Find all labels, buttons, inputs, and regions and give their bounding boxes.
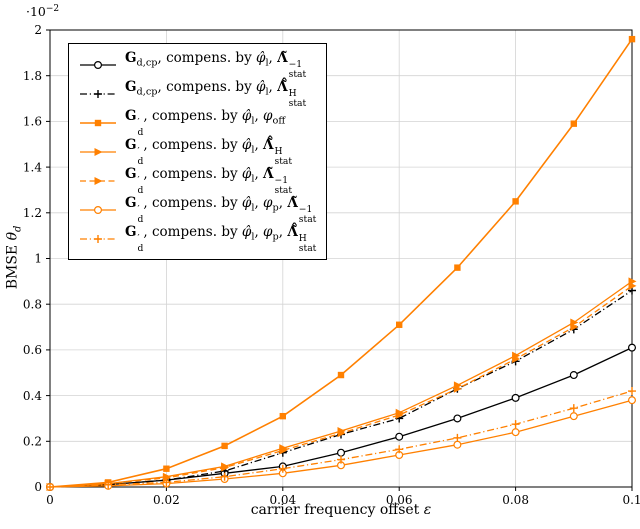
marker-circle-open-icon <box>511 428 520 437</box>
legend-sample-gdcp-inv <box>80 60 116 69</box>
marker-plus-icon <box>94 234 102 243</box>
x-tick-label: 0.06 <box>386 493 413 507</box>
marker-plus-icon <box>453 433 462 442</box>
y-tick-label: 1.8 <box>23 69 42 83</box>
y-tick-label: 0.8 <box>23 297 42 311</box>
y-axis-label: BMSE θd <box>4 225 24 290</box>
marker-square-icon <box>221 442 228 450</box>
marker-square-icon <box>94 119 102 126</box>
marker-circle-open-icon <box>453 414 462 423</box>
legend-item-gd-inv: G ′ d, compens. by φ̂l, Λ̃ −1 stat <box>79 166 316 195</box>
marker-plus-icon <box>628 387 636 396</box>
marker-triangle-right-icon <box>279 446 288 455</box>
marker-triangle-right-icon <box>453 384 462 393</box>
y-tick-label: 0.4 <box>23 389 42 403</box>
x-tick-label: 0 <box>46 493 54 507</box>
marker-triangle-right-icon <box>162 473 171 482</box>
marker-circle-open-icon <box>627 343 636 352</box>
series-line-gd-p-h <box>49 390 633 488</box>
legend-item-gdcp-inv: Gd,cp, compens. by φ̂l, Λ̃ −1 stat <box>79 50 316 79</box>
marker-square-icon <box>628 35 636 43</box>
x-tick-label: 0.02 <box>153 493 180 507</box>
marker-square-icon <box>396 321 403 328</box>
legend-sample-gd-p-h <box>80 234 116 243</box>
marker-triangle-right-icon <box>512 355 521 364</box>
legend-sample-gd-inv <box>80 176 116 185</box>
marker-square-icon <box>337 371 345 379</box>
legend-label-gdcp-inv: Gd,cp, compens. by φ̂l, Λ̃ −1 stat <box>125 49 307 80</box>
x-tick-label: 0.04 <box>269 493 296 507</box>
y-axis-exponent-label: ·10−2 <box>26 4 60 20</box>
marker-triangle-right-icon <box>570 323 579 332</box>
series-gd-p-h <box>46 387 636 491</box>
legend-sample-gd-off <box>80 119 116 126</box>
marker-circle-open-icon <box>453 440 462 449</box>
legend-sample-gd-p-inv <box>80 205 116 214</box>
marker-triangle-right-icon <box>395 411 404 420</box>
y-tick-label: 0.2 <box>23 435 42 449</box>
marker-plus-icon <box>569 404 578 413</box>
marker-plus-icon <box>511 420 520 429</box>
marker-triangle-right-icon <box>94 176 103 185</box>
x-axis-label: carrier frequency offset ε <box>250 502 432 518</box>
legend-label-gd-inv: G ′ d, compens. by φ̂l, Λ̃ −1 stat <box>125 165 293 196</box>
marker-plus-icon <box>395 445 404 454</box>
marker-circle-open-icon <box>94 60 103 69</box>
marker-plus-icon <box>46 483 54 491</box>
marker-plus-icon <box>337 455 345 464</box>
marker-plus-icon <box>220 472 229 481</box>
marker-square-icon <box>570 120 577 127</box>
legend-label-gd-p-inv: G ′ d, compens. by φ̂l, φp, Λ̃ −1 stat <box>125 194 317 225</box>
y-tick-label: 1 <box>34 252 42 266</box>
marker-circle-open-icon <box>511 393 520 402</box>
marker-square-icon <box>163 465 170 472</box>
marker-plus-icon <box>162 478 171 487</box>
marker-square-icon <box>454 264 461 271</box>
x-tick-label: 0.1 <box>622 493 640 507</box>
marker-triangle-right-icon <box>628 281 637 290</box>
marker-circle-open-icon <box>337 448 346 457</box>
marker-plus-icon <box>278 464 287 473</box>
marker-plus-icon <box>94 89 102 98</box>
series-line-gdcp-h <box>49 289 633 488</box>
marker-circle-open-icon <box>94 205 103 214</box>
series-line-gd-p-inv <box>49 399 633 488</box>
legend-sample-gdcp-h <box>80 89 116 98</box>
legend-item-gd-p-inv: G ′ d, compens. by φ̂l, φp, Λ̃ −1 stat <box>79 195 316 224</box>
y-tick-label: 0.6 <box>23 343 42 357</box>
marker-square-icon <box>279 412 286 420</box>
y-tick-label: 1.2 <box>23 206 42 220</box>
marker-circle-open-icon <box>569 412 578 421</box>
marker-triangle-right-icon <box>94 147 103 156</box>
marker-plus-icon <box>104 480 113 489</box>
legend-label-gd-off: G ′ d, compens. by φ̂l, φoff <box>125 107 286 138</box>
x-tick-label: 0.08 <box>502 493 529 507</box>
marker-circle-open-icon <box>569 371 578 380</box>
marker-circle-open-icon <box>627 396 636 405</box>
marker-triangle-right-icon <box>221 463 230 472</box>
marker-circle-open-icon <box>395 432 404 441</box>
marker-triangle-right-icon <box>337 429 346 438</box>
legend-sample-gd-h <box>80 147 116 156</box>
marker-square-icon <box>512 198 519 205</box>
y-tick-label: 1.6 <box>23 115 42 129</box>
y-tick-label: 1.4 <box>23 160 42 174</box>
y-tick-label: 2 <box>34 23 42 37</box>
legend: Gd,cp, compens. by φ̂l, Λ̃ −1 stat Gd,cp, c… <box>68 43 328 260</box>
legend-item-gd-off: G ′ d, compens. by φ̂l, φoff <box>79 108 316 137</box>
y-tick-label: 0 <box>34 480 42 494</box>
